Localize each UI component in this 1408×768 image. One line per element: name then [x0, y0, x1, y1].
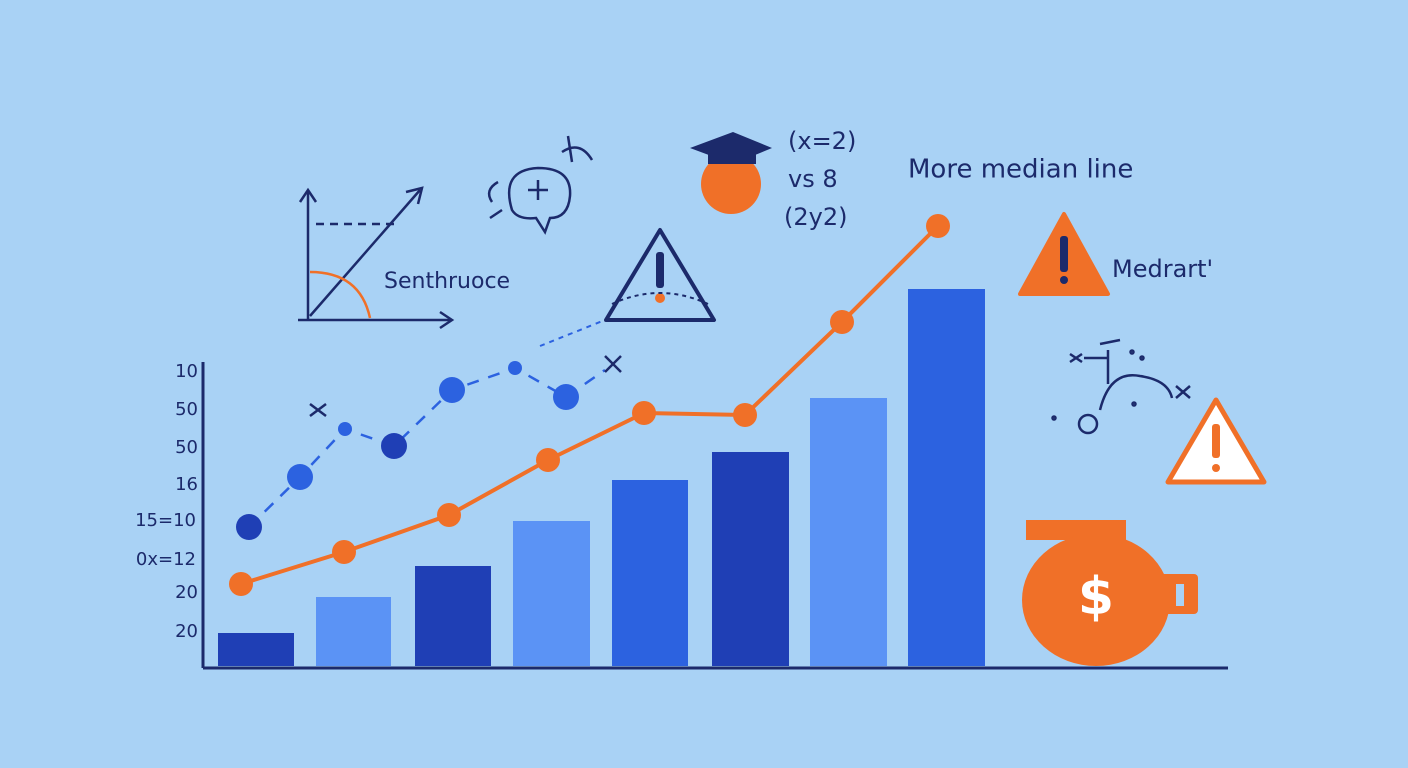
warning-icon [1165, 397, 1267, 485]
y-label: 20 [175, 621, 198, 642]
bar [712, 452, 789, 666]
chart-axes [201, 362, 1228, 670]
bar [612, 480, 688, 666]
axes-icon [298, 186, 455, 330]
axes-icon-label: Senthruoce [384, 269, 510, 294]
bar [513, 521, 590, 666]
money-symbol: $ [1078, 567, 1114, 627]
graduation-icon [690, 132, 772, 214]
y-label: 15=10 [135, 510, 196, 531]
money-icon [1022, 520, 1198, 666]
bar [908, 289, 985, 666]
bar [810, 398, 887, 666]
y-label: 10 [175, 361, 198, 382]
y-label: 50 [175, 437, 198, 458]
warning-icon [1018, 212, 1110, 296]
y-label: 0x=12 [136, 549, 196, 570]
formula-line: (2y2) [784, 203, 847, 231]
headline: More median line [908, 155, 1133, 185]
bar [415, 566, 491, 666]
y-label: 50 [175, 399, 198, 420]
formula-line: vs 8 [788, 165, 838, 193]
y-label: 20 [175, 582, 198, 603]
doodle [1051, 338, 1191, 435]
speech-bubble [487, 135, 594, 235]
bar [316, 597, 391, 666]
blue-dot-line [236, 319, 622, 540]
bar [218, 633, 294, 666]
y-label: 16 [175, 474, 198, 495]
warning-label: Medrart' [1112, 255, 1213, 283]
y-labels: 10 50 50 16 15=10 0x=12 20 20 [135, 361, 198, 642]
orange-line [229, 214, 950, 596]
warning-icon [604, 228, 716, 322]
formula-line: (x=2) [788, 127, 856, 155]
bars [218, 289, 985, 666]
